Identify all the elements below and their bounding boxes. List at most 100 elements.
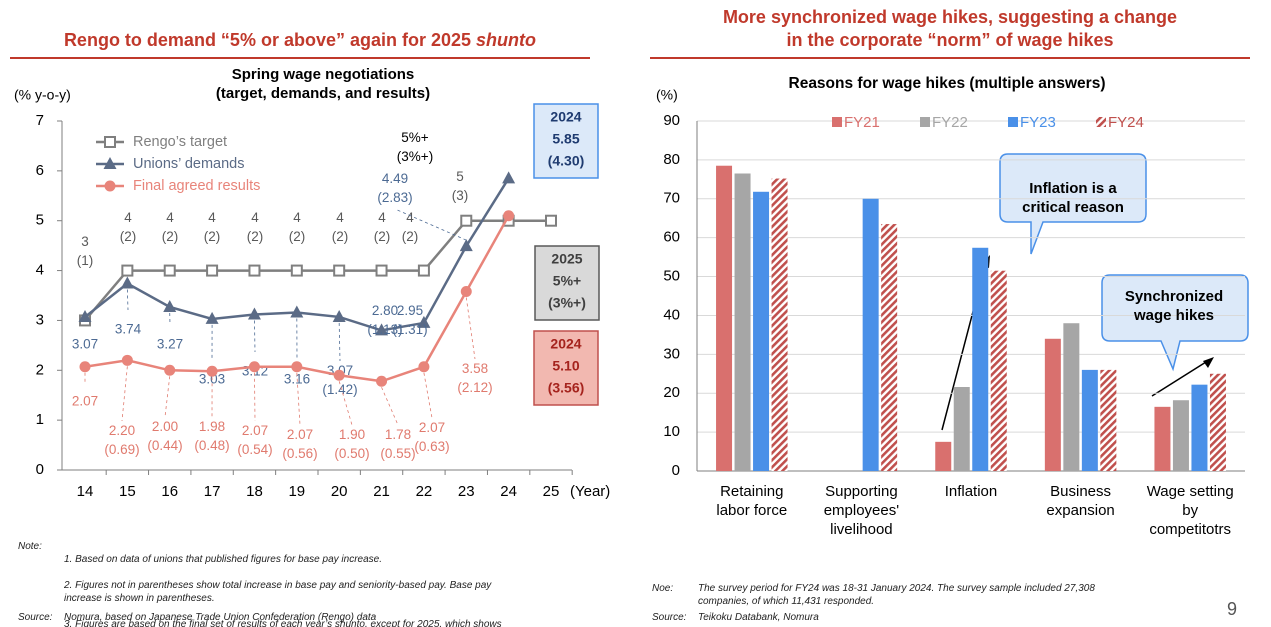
- leader: [121, 366, 128, 422]
- x-tick-label: Wage setting by competitotrs: [1146, 483, 1234, 539]
- bar: [771, 178, 788, 472]
- leader: [338, 322, 341, 362]
- y-tick-label: 6: [36, 162, 44, 179]
- marker: [163, 264, 176, 277]
- bar: [1100, 369, 1117, 471]
- series-line: [84, 219, 551, 322]
- x-tick-label: Business expansion: [1046, 483, 1115, 520]
- value-label: (0.55): [380, 446, 415, 461]
- source-text: Teikoku Databank, Nomura: [698, 612, 819, 623]
- label-box: [534, 245, 600, 321]
- chart-title: Reasons for wage hikes (multiple answers…: [789, 75, 1106, 92]
- value-label: 2025: [551, 251, 582, 267]
- value-label: 2.07: [419, 420, 445, 435]
- value-label: (0.69): [104, 442, 139, 457]
- header-italic: shunto: [476, 30, 537, 50]
- value-label: 5%+: [401, 130, 429, 145]
- x-tick-label: 17: [204, 483, 221, 500]
- y-tick-label: 5: [36, 212, 44, 229]
- value-label: (2): [120, 229, 137, 244]
- bar: [953, 387, 970, 471]
- legend-label: Final agreed results: [133, 178, 260, 194]
- x-tick-label: 18: [246, 483, 263, 500]
- y-tick-label: 30: [663, 345, 680, 362]
- label-box: [533, 330, 599, 406]
- y-tick-label: 10: [663, 423, 680, 440]
- bar: [1209, 373, 1226, 471]
- note-label: Noe:: [652, 583, 674, 594]
- value-label: 3.58: [462, 361, 488, 376]
- chart-title: Spring wage negotiations (target, demand…: [215, 66, 431, 102]
- y-tick-label: 3: [36, 311, 44, 328]
- value-label: (0.48): [194, 438, 229, 453]
- legend-marker: [104, 180, 116, 192]
- value-label: 2024: [550, 109, 581, 125]
- y-axis-label: (%): [656, 87, 678, 103]
- legend-marker: [104, 136, 116, 148]
- y-tick-label: 50: [663, 268, 680, 285]
- marker: [375, 323, 389, 336]
- marker: [206, 365, 218, 377]
- value-label: 4: [406, 210, 414, 225]
- value-label: 1.78: [385, 427, 411, 442]
- leader: [254, 320, 256, 353]
- source-label: Source:: [652, 612, 687, 623]
- x-tick-label: 22: [416, 483, 433, 500]
- value-label: 2.80: [372, 303, 398, 318]
- value-label: (0.54): [237, 442, 272, 457]
- legend-label: Unions’ demands: [133, 156, 245, 172]
- value-label: (3%+): [397, 149, 433, 164]
- y-tick-label: 2: [36, 361, 44, 378]
- value-label: 4: [293, 210, 301, 225]
- marker: [503, 210, 515, 222]
- legend-label: Rengo’s target: [133, 134, 227, 150]
- value-label: (3%+): [548, 295, 586, 311]
- leader: [126, 289, 129, 311]
- value-label: 4: [166, 210, 174, 225]
- value-label: (0.50): [334, 446, 369, 461]
- marker: [417, 264, 430, 277]
- marker: [120, 276, 134, 289]
- y-tick-label: 90: [663, 112, 680, 129]
- arrow: [1151, 361, 1207, 397]
- value-label: 3.07: [72, 337, 98, 352]
- marker: [206, 264, 219, 277]
- value-label: 2.00: [152, 419, 178, 434]
- value-label: 4: [208, 210, 216, 225]
- leader: [465, 297, 476, 360]
- value-label: 5.10: [552, 358, 579, 374]
- x-tick-label: Retaining labor force: [716, 483, 788, 520]
- value-label: (3.56): [548, 380, 585, 396]
- value-label: (0.56): [282, 446, 317, 461]
- value-label: (2): [289, 229, 306, 244]
- marker: [247, 307, 261, 320]
- bar: [972, 247, 989, 471]
- legend-swatch: [1096, 117, 1106, 127]
- marker: [78, 309, 92, 322]
- marker: [205, 311, 219, 324]
- value-label: 3.74: [115, 322, 142, 337]
- leader: [394, 208, 467, 241]
- value-label: 3.27: [157, 337, 183, 352]
- leader: [381, 387, 399, 426]
- x-tick-label: 19: [288, 483, 305, 500]
- y-tick-label: 20: [663, 384, 680, 401]
- marker: [121, 264, 134, 277]
- marker: [164, 364, 176, 376]
- marker: [248, 264, 261, 277]
- value-label: 2024: [550, 336, 581, 352]
- value-label: 1.90: [339, 427, 365, 442]
- y-tick-label: 80: [663, 151, 680, 168]
- right-header: More synchronized wage hikes, suggesting…: [722, 7, 1178, 50]
- bar: [881, 224, 898, 471]
- x-tick-label: 25: [543, 483, 560, 500]
- marker: [417, 315, 431, 328]
- bar: [1063, 323, 1080, 471]
- marker: [502, 171, 516, 184]
- x-tick-label: Inflation: [944, 483, 998, 500]
- x-tick-label: 24: [500, 483, 517, 500]
- value-label: 5: [456, 169, 464, 184]
- bar: [935, 441, 952, 471]
- marker: [248, 361, 260, 373]
